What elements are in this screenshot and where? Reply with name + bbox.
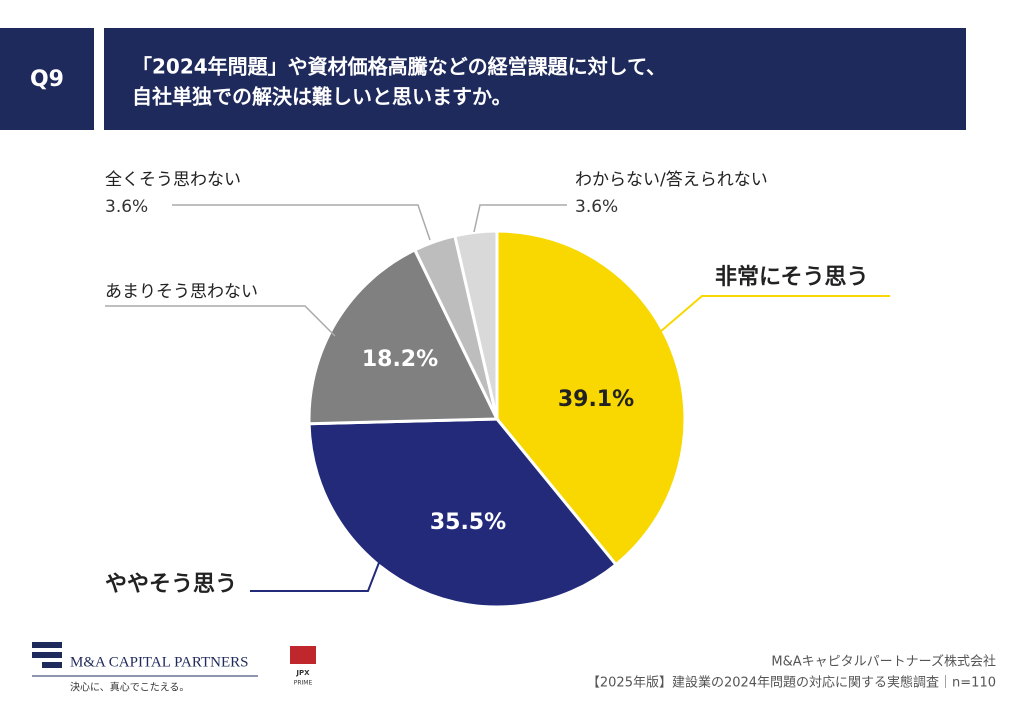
pie-slice — [453, 229, 499, 420]
leader-line — [172, 204, 431, 241]
value-label: 3.6% — [575, 197, 618, 217]
logo-text: M&A CAPITAL PARTNERS — [70, 654, 249, 670]
logo-bar — [32, 652, 62, 658]
value-label: 39.1% — [558, 387, 634, 412]
category-label: ややそう思う — [105, 572, 237, 597]
logo-bar — [32, 642, 62, 648]
badge-bg — [0, 28, 94, 130]
pie-slice — [495, 229, 687, 567]
jpx-mark — [290, 646, 316, 664]
value-label: 3.6% — [105, 197, 148, 217]
leader-line — [659, 295, 890, 333]
category-label: わからない/答えられない — [575, 170, 768, 190]
value-label: 35.5% — [430, 510, 506, 535]
pie-slice — [307, 247, 500, 426]
source: 【2025年版】建設業の2024年問題の対応に関する実態調査｜n=110 — [587, 675, 996, 691]
category-label: 非常にそう思う — [715, 264, 869, 290]
pie-slice — [307, 417, 619, 609]
category-label: あまりそう思わない — [105, 282, 258, 302]
leader-line — [250, 559, 381, 592]
company: M&Aキャピタルパートナーズ株式会社 — [771, 654, 996, 670]
title-line: 「2024年問題」や資材価格高騰などの経営課題に対して、 — [132, 55, 666, 79]
value-label: 18.2% — [362, 347, 438, 372]
title-bg — [104, 28, 966, 130]
leader-line — [473, 204, 567, 233]
leader-line — [105, 305, 336, 337]
jpx: JPX — [295, 669, 310, 677]
logo-bar — [42, 662, 62, 668]
category-label: 全くそう思わない — [105, 170, 241, 190]
prime: PRIME — [294, 680, 313, 687]
slogan: 決心に、真心でこたえる。 — [70, 680, 189, 693]
logo: M&A CAPITAL PARTNERS 決心に、真心でこたえる。 JPX PR… — [32, 642, 316, 693]
badge: Q9 — [30, 67, 64, 92]
title-line: 自社単独での解決は難しいと思いますか。 — [132, 85, 512, 109]
